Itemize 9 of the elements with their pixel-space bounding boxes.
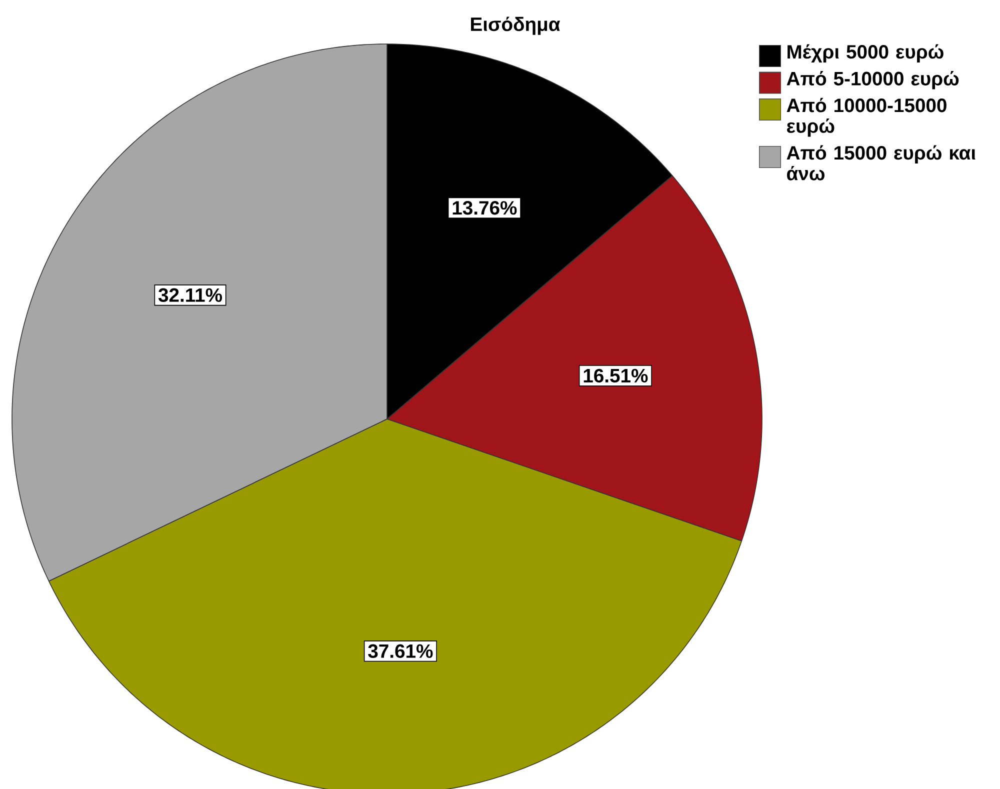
legend-label: Από 10000-15000 ευρώ [786, 98, 946, 137]
legend-label: Από 5-10000 ευρώ [786, 71, 959, 90]
legend-label: Μέχρι 5000 ευρώ [788, 44, 944, 63]
chart-title: Εισόδημα [471, 16, 560, 35]
data-label: 37.61% [368, 644, 433, 658]
data-label: 32.11% [158, 288, 222, 302]
legend-label: Από 15000 ευρώ και άνω [786, 145, 976, 180]
data-label: 16.51% [584, 368, 648, 383]
data-label: 13.76% [452, 201, 517, 215]
